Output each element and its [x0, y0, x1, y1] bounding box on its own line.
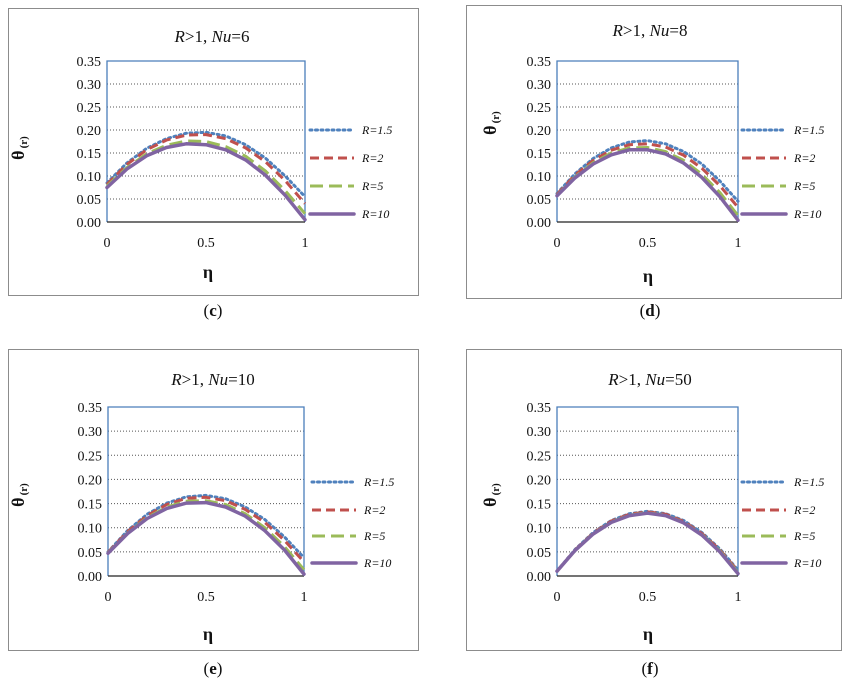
y-tick-label: 0.30	[77, 78, 102, 93]
legend-label: R=1.5	[793, 123, 824, 137]
x-axis-label: η	[643, 266, 653, 286]
series-line-R-2-d	[555, 142, 740, 209]
y-tick-label: 0.25	[77, 101, 102, 116]
y-tick-label: 0.05	[78, 546, 103, 561]
y-tick-label: 0.25	[527, 101, 552, 116]
legend-label: R=5	[793, 179, 815, 193]
x-tick-label: 1	[302, 236, 309, 251]
y-tick-label: 0.25	[527, 449, 552, 464]
x-tick-label: 1	[735, 590, 742, 605]
x-axis-label: η	[203, 262, 213, 282]
y-axis-label: θ(r)	[8, 483, 30, 507]
y-tick-label: 0.30	[78, 425, 103, 440]
y-tick-label: 0.35	[527, 401, 552, 416]
y-tick-label: 0.20	[78, 473, 103, 488]
series-line-R-10-e	[106, 500, 306, 576]
legend-label: R=5	[793, 529, 815, 543]
caption-f: (f)	[641, 659, 659, 678]
y-tick-label: 0.20	[77, 124, 102, 139]
series-line-R-10-f	[555, 511, 740, 576]
chart-panel-f	[466, 349, 842, 651]
series-line-R-10-d	[555, 148, 740, 222]
legend-label: R=10	[363, 556, 391, 570]
chart-title: R>1, Nu=10	[170, 370, 254, 389]
y-tick-label: 0.10	[77, 170, 102, 185]
series-line-R-10-c	[105, 142, 307, 222]
x-axis-label: η	[643, 624, 653, 644]
y-tick-label: 0.15	[77, 147, 102, 162]
x-tick-label: 0.5	[197, 590, 215, 605]
plot-area-frame	[556, 406, 739, 576]
legend-label: R=1.5	[793, 475, 824, 489]
caption-d: (d)	[639, 301, 661, 320]
y-tick-label: 0.00	[77, 216, 102, 231]
legend-label: R=5	[363, 529, 385, 543]
legend-label: R=2	[361, 151, 383, 165]
legend-label: R=1.5	[363, 475, 394, 489]
caption-c: (c)	[203, 301, 223, 320]
y-tick-label: 0.05	[527, 193, 552, 208]
x-tick-label: 1	[735, 236, 742, 251]
plot-area-frame	[107, 406, 305, 576]
chart-panel-e	[8, 349, 419, 651]
y-tick-label: 0.10	[527, 522, 552, 537]
x-tick-label: 0	[554, 236, 561, 251]
legend-label: R=1.5	[361, 123, 392, 137]
plot-area-frame	[106, 60, 306, 222]
y-tick-label: 0.00	[527, 570, 552, 585]
y-tick-label: 0.15	[527, 147, 552, 162]
y-axis-label: θ(r)	[480, 111, 502, 135]
legend-label: R=5	[361, 179, 383, 193]
y-tick-label: 0.05	[77, 193, 102, 208]
y-tick-label: 0.10	[527, 170, 552, 185]
legend-label: R=2	[793, 151, 815, 165]
x-tick-label: 0.5	[197, 236, 215, 251]
legend-label: R=10	[793, 556, 821, 570]
x-tick-label: 0	[554, 590, 561, 605]
x-tick-label: 0	[104, 236, 111, 251]
caption-e: (e)	[203, 659, 223, 678]
y-tick-label: 0.10	[78, 522, 103, 537]
x-tick-label: 0.5	[639, 236, 657, 251]
y-tick-label: 0.35	[527, 55, 552, 70]
chart-panel-c	[8, 8, 419, 296]
y-tick-label: 0.35	[77, 55, 102, 70]
x-axis-label: η	[203, 624, 213, 644]
x-tick-label: 0	[105, 590, 112, 605]
y-tick-label: 0.30	[527, 425, 552, 440]
y-tick-label: 0.00	[527, 216, 552, 231]
y-tick-label: 0.15	[78, 498, 103, 513]
chart-title: R>1, Nu=6	[174, 27, 250, 46]
x-tick-label: 0.5	[639, 590, 657, 605]
chart-title: R>1, Nu=50	[607, 370, 691, 389]
y-tick-label: 0.15	[527, 498, 552, 513]
y-tick-label: 0.35	[78, 401, 103, 416]
plot-area-frame	[556, 60, 739, 222]
legend-label: R=10	[793, 207, 821, 221]
y-tick-label: 0.05	[527, 546, 552, 561]
legend-label: R=2	[363, 503, 385, 517]
series-line-R-2-c	[105, 133, 307, 205]
x-tick-label: 1	[301, 590, 308, 605]
legend-label: R=2	[793, 503, 815, 517]
y-tick-label: 0.00	[78, 570, 103, 585]
y-axis-label: θ(r)	[480, 483, 502, 507]
y-tick-label: 0.20	[527, 473, 552, 488]
chart-title: R>1, Nu=8	[612, 21, 688, 40]
y-axis-label: θ(r)	[8, 136, 30, 160]
y-tick-label: 0.30	[527, 78, 552, 93]
y-tick-label: 0.20	[527, 124, 552, 139]
legend-label: R=10	[361, 207, 389, 221]
y-tick-label: 0.25	[78, 449, 103, 464]
